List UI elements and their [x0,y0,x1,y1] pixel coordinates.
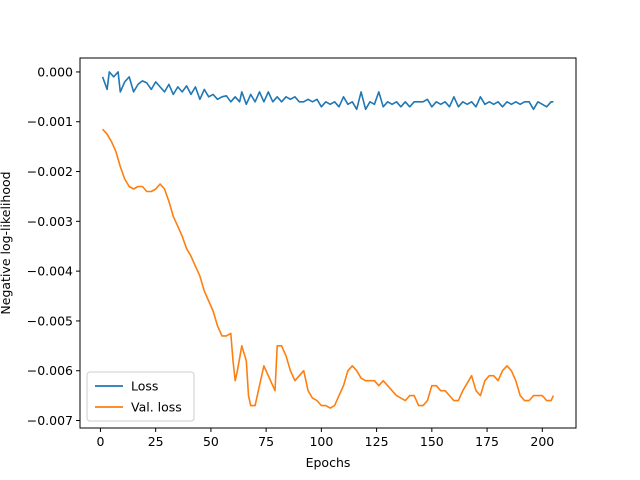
y-tick-label: 0.000 [37,64,73,79]
x-tick-label: 75 [258,434,274,449]
series-line-val-loss [102,128,555,409]
x-tick-label: 200 [530,434,554,449]
legend-label: Val. loss [131,400,182,415]
x-tick-label: 25 [148,434,164,449]
x-tick-label: 100 [309,434,333,449]
x-tick-label: 125 [365,434,389,449]
y-axis-label: Negative log-likelihood [0,171,13,314]
x-tick-label: 150 [420,434,444,449]
x-axis-label: Epochs [306,455,351,470]
y-tick-label: −0.007 [27,413,73,428]
y-tick-label: −0.003 [27,214,73,229]
x-tick-label: 50 [203,434,219,449]
y-tick-label: −0.006 [27,363,73,378]
plot-frame [79,57,577,429]
y-tick-label: −0.005 [27,313,73,328]
legend-label: Loss [131,379,158,394]
x-axis: 0 25 50 75 100 125 150 175 200 [96,428,554,449]
legend-box [86,371,195,422]
x-tick-label: 0 [96,434,104,449]
y-tick-label: −0.002 [27,164,73,179]
series-line-loss [101,71,554,111]
x-tick-label: 175 [475,434,499,449]
y-axis: 0.000 −0.001 −0.002 −0.003 −0.004 −0.005 −0.00… [27,64,80,428]
legend: Loss Val. loss [86,371,195,422]
y-tick-label: −0.001 [27,114,73,129]
y-tick-label: −0.004 [27,264,73,279]
